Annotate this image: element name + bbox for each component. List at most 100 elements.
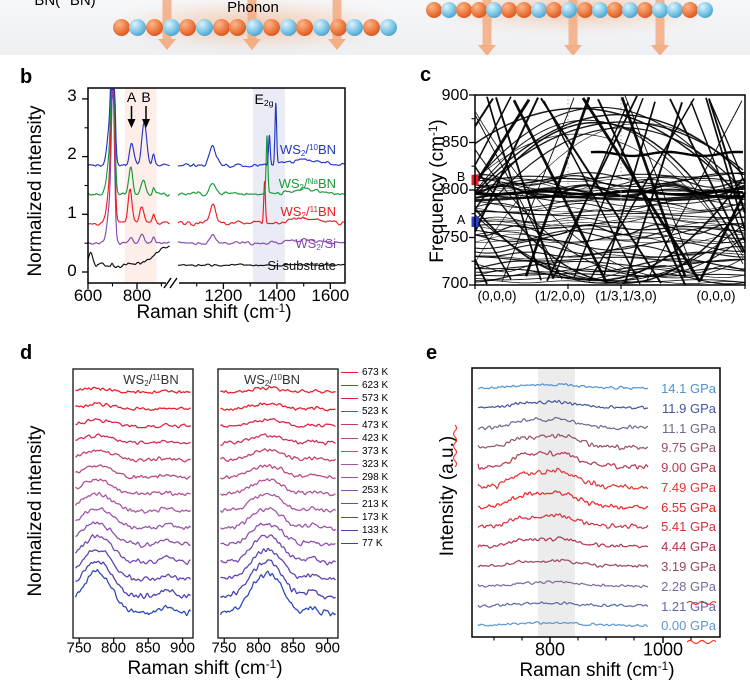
temperature-legend-item: 173 K (341, 512, 388, 524)
legend-label: 213 K (362, 498, 389, 510)
legend-label: 523 K (362, 406, 389, 418)
marker-label-a: A (456, 213, 466, 227)
nitrogen-atom (162, 18, 180, 36)
text-segment: ) (276, 658, 283, 679)
panel-d-ylabel: Normalized intensity (25, 425, 46, 597)
boron-atom (112, 18, 130, 36)
text-segment: 11 (152, 372, 161, 382)
temperature-legend-item: 298 K (341, 472, 388, 484)
text-segment: 10 (273, 372, 282, 382)
tick-label: 800 (441, 181, 469, 198)
text-segment: BN (317, 142, 336, 157)
text-segment: 2 (300, 149, 306, 158)
text-segment: ) (285, 302, 292, 323)
nitrogen-atom (441, 2, 458, 18)
boron-atom (296, 18, 314, 36)
legend-line (341, 542, 358, 544)
text-segment: -1 (427, 125, 441, 137)
boron-atom (471, 2, 488, 18)
annotation-e2g: E2g (255, 91, 274, 108)
boron-atom (145, 18, 163, 36)
pressure-label: 6.55 GPa (661, 499, 716, 515)
tick-label: 1600 (311, 286, 350, 305)
boron-atom (681, 2, 698, 18)
legend-line (341, 490, 358, 492)
tick-label: 850 (280, 639, 306, 657)
tick-label: (1/3,1/3,0) (595, 288, 657, 304)
temperature-legend-item: 253 K (341, 485, 388, 497)
legend-line (341, 411, 358, 413)
pressure-label: 9.75 GPa (661, 440, 716, 456)
temperature-legend-item: 77 K (341, 538, 383, 550)
series-label-ws2-nabn: WS2/NaBN (216, 176, 336, 192)
legend-label: 77 K (362, 537, 383, 549)
text-segment: -1 (657, 660, 669, 674)
legend-line (341, 529, 358, 531)
panel-d-title-10bn: WS2/10BN (244, 372, 301, 388)
boron-atom (363, 18, 380, 36)
boron-atom (516, 2, 533, 18)
tick-label: 900 (314, 639, 341, 657)
legend-label: 423 K (362, 432, 389, 444)
text-segment: -1 (274, 302, 286, 316)
temperature-legend-item: 623 K (341, 380, 388, 392)
tick-label: 800 (534, 639, 566, 660)
legend-line (341, 385, 358, 386)
panel-label-d: d (20, 342, 33, 364)
panel-b-xlabel: Raman shift (cm-1) (114, 302, 314, 324)
substrate-isotope-label: 10BN(11BN) (24, 0, 96, 9)
text-segment: Raman shift (cm (136, 302, 275, 323)
legend-line (341, 371, 358, 373)
legend-label: 473 K (362, 419, 389, 431)
pressure-label: 7.49 GPa (661, 479, 716, 495)
legend-line (341, 424, 358, 426)
panel-e-ylabel: Intensity (a.u.) (437, 376, 459, 616)
tick-label: 750 (211, 639, 237, 657)
text-segment: /Si (320, 236, 336, 251)
panel-e-xlabel: Raman shift (cm-1) (497, 660, 697, 682)
series-label-si-substrate: Si substrate (216, 258, 336, 273)
text-segment: 2 (301, 211, 306, 220)
tick-label: 1400 (257, 286, 296, 305)
temperature-legend-item: 673 K (341, 367, 388, 379)
legend-line (341, 477, 358, 479)
nitrogen-atom (246, 18, 264, 36)
temperature-legend-item: 133 K (341, 525, 388, 537)
nitrogen-atom (666, 2, 683, 18)
series-label-ws2-si: WS2/Si (216, 236, 336, 252)
temperature-legend-item: 373 K (341, 446, 388, 458)
text-segment: Na (307, 176, 318, 186)
tick-label: 900 (169, 639, 196, 657)
arrow-head (243, 39, 261, 50)
tick-label: 800 (122, 286, 152, 305)
nitrogen-atom (531, 2, 548, 18)
text-segment: Si substrate (267, 258, 336, 273)
legend-line (341, 463, 358, 465)
legend-label: 298 K (362, 472, 389, 484)
text-segment: BN (281, 372, 301, 387)
tick-label: 750 (441, 229, 469, 246)
pressure-label: 3.19 GPa (661, 559, 716, 575)
text-segment: 2 (144, 379, 149, 388)
nitrogen-atom (621, 2, 638, 18)
nitrogen-atom (129, 18, 147, 36)
text-segment: WS (280, 204, 302, 219)
temperature-legend-item: 213 K (341, 499, 388, 511)
nitrogen-atom (346, 18, 364, 36)
text-segment: 10 (308, 142, 318, 152)
temperature-legend-item: 523 K (341, 406, 388, 418)
boron-atom (501, 2, 518, 18)
legend-line (341, 450, 358, 452)
text-segment: WS (278, 176, 300, 191)
boron-atom (329, 18, 347, 36)
tick-label: 700 (441, 275, 469, 292)
text-segment: Raman shift (cm (127, 658, 266, 679)
tick-label: 850 (135, 639, 161, 657)
legend-label: 673 K (362, 367, 389, 378)
text-segment: BN (317, 176, 336, 191)
nitrogen-atom (486, 2, 503, 18)
tick-label: 1 (67, 203, 77, 222)
text-segment: BN( (34, 0, 61, 9)
